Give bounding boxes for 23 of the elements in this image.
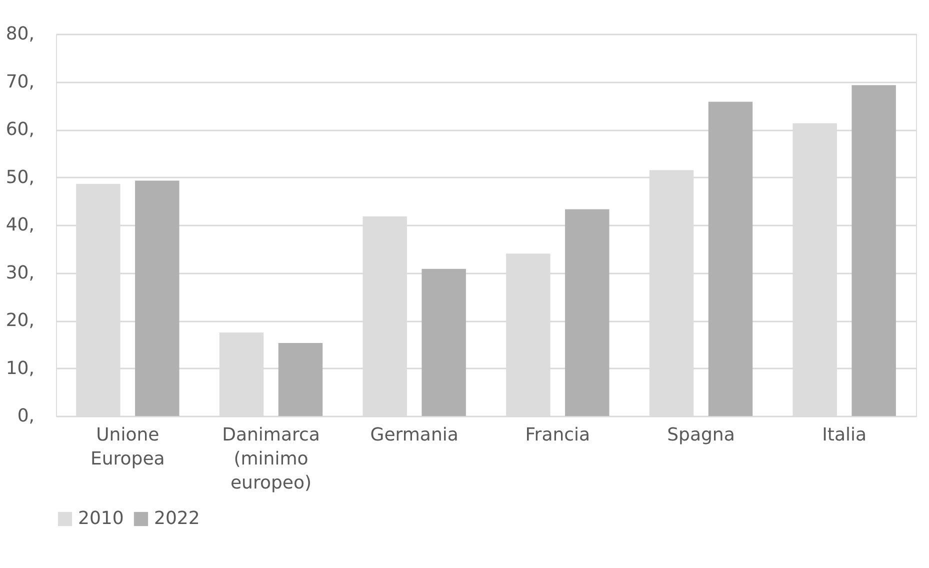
y-tick-label: 60, [6,119,34,140]
y-tick-label: 70, [6,71,34,92]
y-tick-label: 0, [17,406,34,426]
x-tick-label: Unione Europea [90,424,165,470]
y-tick-label: 80, [6,24,34,44]
legend-label: 2022 [154,508,200,529]
bar [708,102,753,416]
bar [852,85,896,416]
x-tick-label: Francia [525,424,590,446]
y-tick-label: 20, [6,310,34,331]
y-tick-label: 40, [6,214,34,236]
bar [135,180,180,416]
x-tick-label: Danimarca (minimo europeo) [222,424,320,494]
x-tick-label: Italia [822,424,867,446]
y-tick-label: 50, [6,166,34,188]
y-tick-label: 10, [6,358,34,379]
x-tick-label: Germania [370,424,458,446]
bar [422,268,466,416]
bar [565,209,610,416]
x-tick-label: Spagna [667,424,735,446]
legend-label: 2010 [78,508,124,529]
bar [278,342,323,416]
y-tick-label: 30, [6,262,34,284]
